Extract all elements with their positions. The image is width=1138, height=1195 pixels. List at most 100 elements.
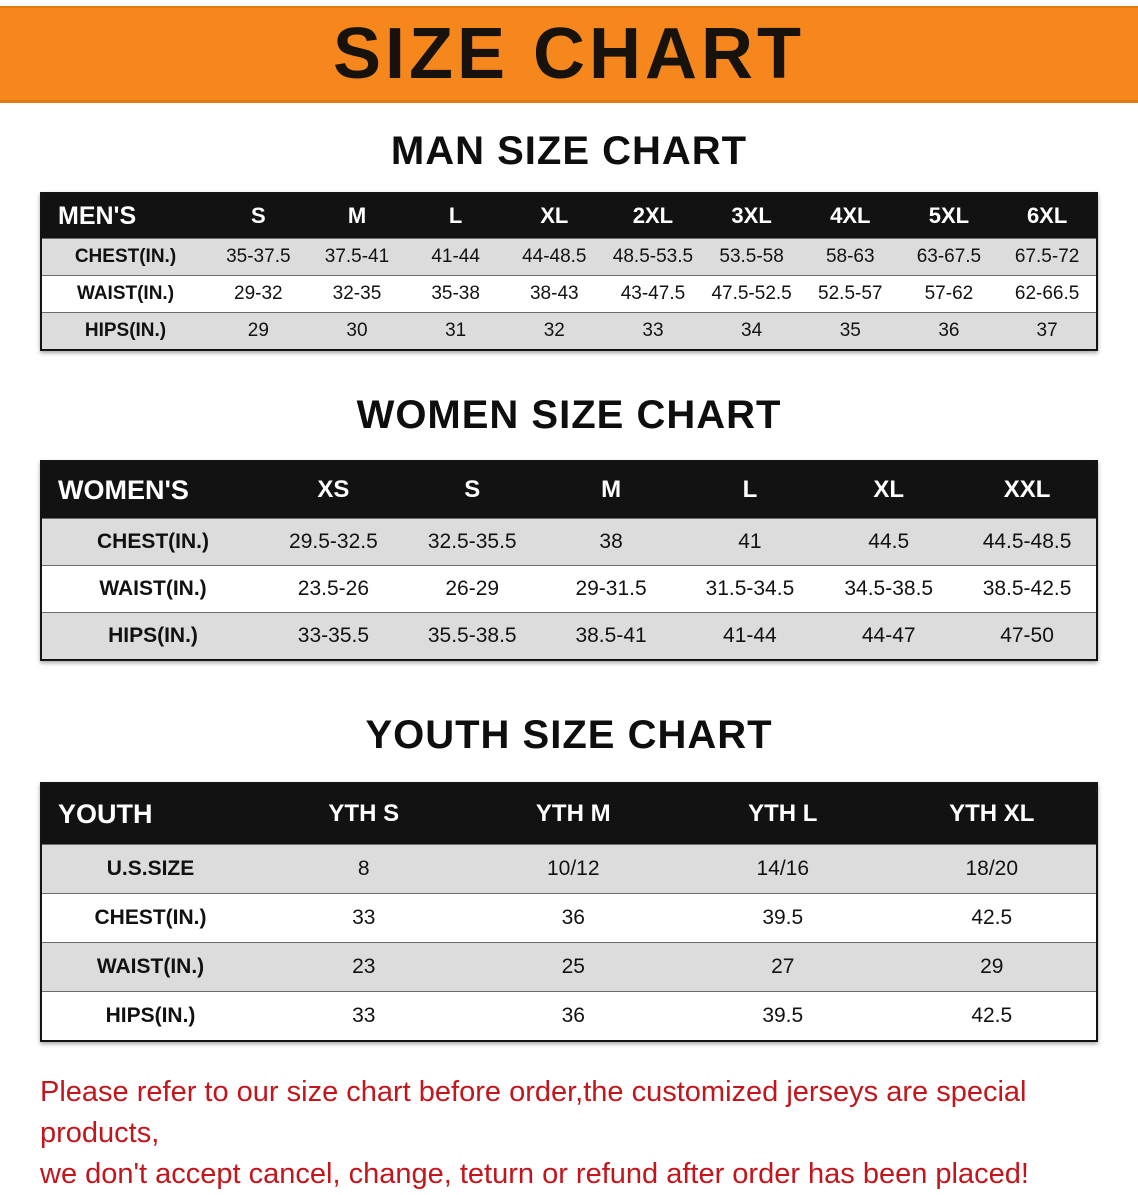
women-header-row: WOMEN'S XS S M L XL XXL — [41, 461, 1097, 519]
size-cell: 33-35.5 — [297, 624, 370, 647]
size-cell: 37 — [1036, 320, 1058, 341]
women-col-header: XL — [819, 461, 959, 519]
size-cell: 36 — [561, 1004, 585, 1027]
size-cell: 35-37.5 — [226, 246, 291, 267]
women-section-heading: WOMEN SIZE CHART — [356, 393, 782, 437]
youth-size-table: YOUTH YTH S YTH M YTH L YTH XL U.S.SIZE … — [40, 782, 1098, 1042]
row-label: HIPS(IN.) — [108, 624, 198, 647]
men-hips-row: HIPS(IN.) 29 30 31 32 33 34 35 36 37 — [41, 312, 1097, 350]
size-cell: 44.5 — [868, 530, 910, 553]
size-cell: 44.5-48.5 — [982, 530, 1072, 553]
size-cell: 39.5 — [762, 1004, 804, 1027]
women-waist-row: WAIST(IN.) 23.5-26 26-29 29-31.5 31.5-34… — [41, 565, 1097, 613]
men-waist-row: WAIST(IN.) 29-32 32-35 35-38 38-43 43-47… — [41, 275, 1097, 313]
size-cell: 23.5-26 — [297, 577, 370, 600]
disclaimer-text: Please refer to our size chart before or… — [40, 1072, 1100, 1195]
youth-chest-row: CHEST(IN.) 33 36 39.5 42.5 — [41, 893, 1097, 943]
size-cell: 10/12 — [546, 857, 600, 880]
row-label: CHEST(IN.) — [94, 906, 207, 929]
women-col-header: S — [402, 461, 542, 519]
row-label: WAIST(IN.) — [99, 577, 207, 600]
row-label: CHEST(IN.) — [74, 246, 177, 267]
size-cell: 32.5-35.5 — [427, 530, 517, 553]
size-cell: 58-63 — [825, 246, 875, 267]
row-label: WAIST(IN.) — [96, 955, 205, 978]
size-cell: 35.5-38.5 — [427, 624, 517, 647]
youth-waist-row: WAIST(IN.) 23 25 27 29 — [41, 942, 1097, 992]
size-cell: 29-32 — [234, 283, 283, 304]
size-cell: 29 — [247, 320, 269, 341]
size-cell: 37.5-41 — [324, 246, 390, 267]
size-cell: 14/16 — [756, 857, 810, 880]
women-size-table: WOMEN'S XS S M L XL XXL CHEST(IN.) 29.5-… — [40, 460, 1098, 661]
women-col-header: L — [680, 461, 820, 519]
size-cell: 25 — [561, 955, 585, 978]
youth-corner-label: YOUTH — [41, 783, 259, 845]
youth-ussize-row: U.S.SIZE 8 10/12 14/16 18/20 — [41, 844, 1097, 894]
size-cell: 47-50 — [1000, 624, 1054, 647]
women-hips-row: HIPS(IN.) 33-35.5 35.5-38.5 38.5-41 41-4… — [41, 612, 1097, 660]
size-cell: 57-62 — [924, 283, 974, 304]
size-cell: 31.5-34.5 — [705, 577, 795, 600]
size-cell: 23 — [352, 955, 376, 978]
youth-section-heading: YOUTH SIZE CHART — [365, 713, 773, 757]
size-cell: 27 — [771, 955, 795, 978]
size-cell: 29.5-32.5 — [289, 530, 378, 553]
size-cell: 38.5-41 — [575, 624, 647, 647]
men-col-header: 6XL — [998, 193, 1097, 239]
men-col-header: L — [406, 193, 505, 239]
size-cell: 42.5 — [971, 1004, 1013, 1027]
size-cell: 18/20 — [965, 857, 1019, 880]
disclaimer-line-2: we don't accept cancel, change, teturn o… — [40, 1158, 1029, 1190]
men-section-heading: MAN SIZE CHART — [390, 129, 748, 173]
men-col-header: M — [307, 193, 407, 239]
men-corner-label: MEN'S — [41, 193, 209, 239]
disclaimer-line-1: Please refer to our size chart before or… — [40, 1076, 1027, 1149]
size-cell: 35-38 — [431, 283, 480, 304]
size-cell: 52.5-57 — [818, 283, 883, 304]
size-cell: 35 — [839, 320, 861, 341]
youth-col-header: YTH M — [468, 783, 678, 845]
size-cell: 62-66.5 — [1014, 283, 1080, 304]
size-cell: 41-44 — [431, 246, 480, 267]
size-cell: 48.5-53.5 — [612, 246, 694, 267]
size-chart-banner: SIZE CHART — [0, 6, 1138, 103]
size-cell: 38 — [599, 530, 623, 553]
row-label: CHEST(IN.) — [97, 530, 209, 553]
size-cell: 29 — [980, 955, 1004, 978]
size-cell: 38-43 — [529, 283, 579, 304]
size-cell: 42.5 — [971, 906, 1013, 929]
size-cell: 38.5-42.5 — [982, 577, 1072, 600]
size-cell: 36 — [561, 906, 585, 929]
men-col-header: S — [209, 193, 308, 239]
men-col-header: 5XL — [899, 193, 999, 239]
youth-col-header: YTH XL — [887, 783, 1097, 845]
row-label: WAIST(IN.) — [76, 283, 175, 304]
size-cell: 33 — [352, 906, 376, 929]
size-cell: 41-44 — [723, 624, 777, 647]
size-cell: 30 — [346, 320, 368, 341]
size-cell: 31 — [445, 320, 467, 341]
men-size-table: MEN'S S M L XL 2XL 3XL 4XL 5XL 6XL CHEST… — [40, 192, 1098, 351]
size-cell: 34 — [741, 320, 763, 341]
youth-header-row: YOUTH YTH S YTH M YTH L YTH XL — [41, 783, 1097, 845]
men-col-header: XL — [504, 193, 604, 239]
size-cell: 32 — [543, 320, 565, 341]
row-label: HIPS(IN.) — [105, 1004, 196, 1027]
size-cell: 39.5 — [762, 906, 804, 929]
size-cell: 43-47.5 — [620, 283, 686, 304]
banner-title: SIZE CHART — [333, 14, 805, 94]
size-cell: 32-35 — [332, 283, 382, 304]
women-col-header: XS — [264, 461, 403, 519]
size-cell: 67.5-72 — [1014, 246, 1080, 267]
youth-hips-row: HIPS(IN.) 33 36 39.5 42.5 — [41, 991, 1097, 1041]
size-cell: 33 — [642, 320, 664, 341]
women-corner-label: WOMEN'S — [41, 461, 264, 519]
men-col-header: 4XL — [800, 193, 900, 239]
women-chest-row: CHEST(IN.) 29.5-32.5 32.5-35.5 38 41 44.… — [41, 518, 1097, 566]
size-cell: 47.5-52.5 — [711, 283, 792, 304]
row-label: U.S.SIZE — [106, 857, 195, 880]
women-col-header: XXL — [958, 461, 1097, 519]
row-label: HIPS(IN.) — [84, 320, 167, 341]
size-cell: 44-48.5 — [522, 246, 587, 267]
